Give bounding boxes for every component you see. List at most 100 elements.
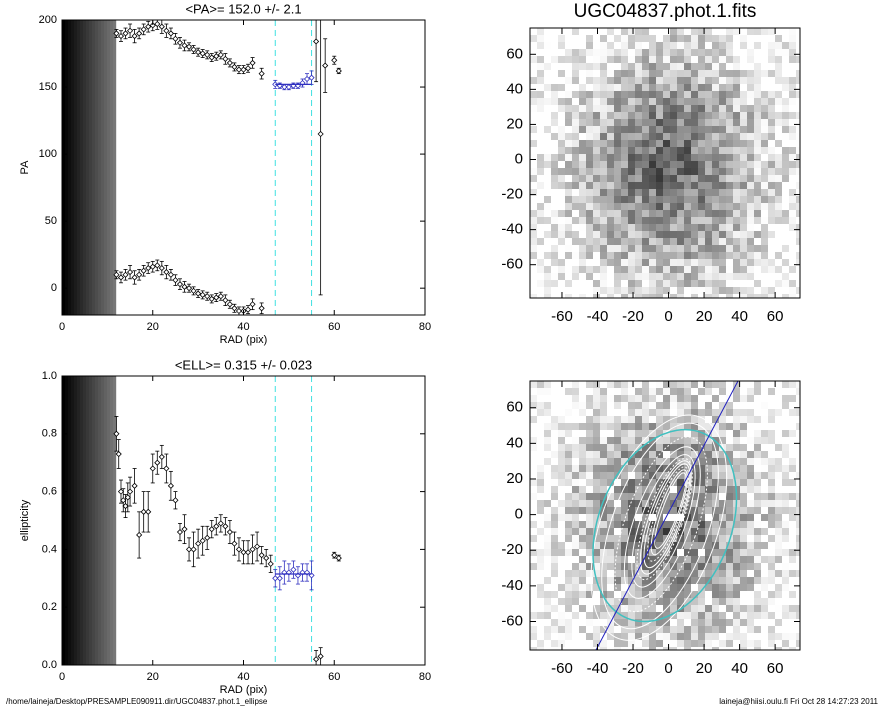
image-pixel: [719, 168, 727, 176]
image-pixel: [530, 416, 538, 424]
image-pixel: [705, 287, 713, 295]
image-pixel: [712, 507, 720, 515]
image-pixel: [614, 273, 622, 281]
image-pixel: [572, 598, 580, 606]
image-pixel: [663, 70, 671, 78]
image-pixel: [698, 612, 706, 620]
y-tick-label: 50: [45, 215, 57, 227]
image-pixel: [656, 210, 664, 218]
plot-frame: [529, 380, 801, 651]
image-pixel: [789, 70, 797, 78]
image-pixel: [761, 84, 769, 92]
image-pixel: [642, 507, 650, 515]
image-pixel: [677, 402, 685, 410]
image-pixel: [719, 598, 727, 606]
image-pixel: [726, 423, 734, 431]
inner-stripe: [101, 20, 105, 315]
image-pixel: [628, 217, 636, 225]
image-pixel: [600, 49, 608, 57]
image-pixel: [670, 507, 678, 515]
image-pixel: [593, 210, 601, 218]
image-pixel: [719, 647, 727, 650]
image-pixel: [656, 84, 664, 92]
image-pixel: [698, 147, 706, 155]
image-pixel: [607, 563, 615, 571]
image-pixel: [579, 217, 587, 225]
image-pixel: [635, 231, 643, 239]
image-pixel: [579, 280, 587, 288]
image-pixel: [775, 98, 783, 106]
inner-stripe: [98, 376, 102, 665]
image-pixel: [635, 105, 643, 113]
image-pixel: [537, 280, 545, 288]
image-pixel: [712, 633, 720, 641]
image-pixel: [530, 549, 538, 557]
image-pixel: [600, 626, 608, 634]
image-pixel: [621, 465, 629, 473]
image-pixel: [677, 612, 685, 620]
image-pixel: [649, 49, 657, 57]
image-pixel: [677, 266, 685, 274]
image-pixel: [747, 444, 755, 452]
image-pixel: [719, 570, 727, 578]
image-pixel: [544, 423, 552, 431]
image-pixel: [649, 112, 657, 120]
image-pixel: [684, 409, 692, 417]
image-pixel: [614, 105, 622, 113]
image-pixel: [551, 549, 559, 557]
image-pixel: [628, 605, 636, 613]
image-pixel: [705, 140, 713, 148]
data-point: [149, 22, 156, 29]
image-pixel: [684, 486, 692, 494]
image-pixel: [740, 196, 748, 204]
image-pixel: [761, 280, 769, 288]
image-pixel: [558, 598, 566, 606]
image-pixel: [551, 98, 559, 106]
image-pixel: [663, 266, 671, 274]
image-pixel: [684, 84, 692, 92]
image-pixel: [649, 584, 657, 592]
image-pixel: [670, 35, 678, 43]
image-pixel: [663, 203, 671, 211]
image-pixel: [544, 147, 552, 155]
image-pixel: [600, 266, 608, 274]
image-pixel: [628, 542, 636, 550]
image-pixel: [712, 577, 720, 585]
image-pixel: [789, 395, 797, 403]
image-pixel: [565, 217, 573, 225]
image-pixel: [754, 84, 762, 92]
image-pixel: [670, 91, 678, 99]
image-pixel: [579, 189, 587, 197]
image-pixel: [600, 98, 608, 106]
image-pixel: [782, 633, 790, 641]
image-pixel: [607, 189, 615, 197]
image-pixel: [635, 119, 643, 127]
image-pixel: [635, 280, 643, 288]
image-pixel: [607, 273, 615, 281]
image-pixel: [670, 140, 678, 148]
image-pixel: [635, 245, 643, 253]
image-pixel: [698, 259, 706, 267]
image-pixel: [544, 273, 552, 281]
image-pixel: [775, 395, 783, 403]
image-pixel: [684, 598, 692, 606]
image-pixel: [691, 56, 699, 64]
image-pixel: [670, 388, 678, 396]
image-pixel: [677, 395, 685, 403]
image-pixel: [747, 98, 755, 106]
image-pixel: [726, 147, 734, 155]
image-pixel: [775, 273, 783, 281]
image-pixel: [544, 493, 552, 501]
image-pixel: [733, 451, 741, 459]
image-pixel: [586, 458, 594, 466]
image-pixel: [621, 182, 629, 190]
data-point: [190, 546, 197, 553]
image-pixel: [740, 500, 748, 508]
inner-stripe: [95, 376, 99, 665]
image-pixel: [677, 56, 685, 64]
image-pixel: [761, 112, 769, 120]
image-pixel: [789, 542, 797, 550]
image-pixel: [614, 210, 622, 218]
image-pixel: [600, 231, 608, 239]
image-pixel: [768, 542, 776, 550]
